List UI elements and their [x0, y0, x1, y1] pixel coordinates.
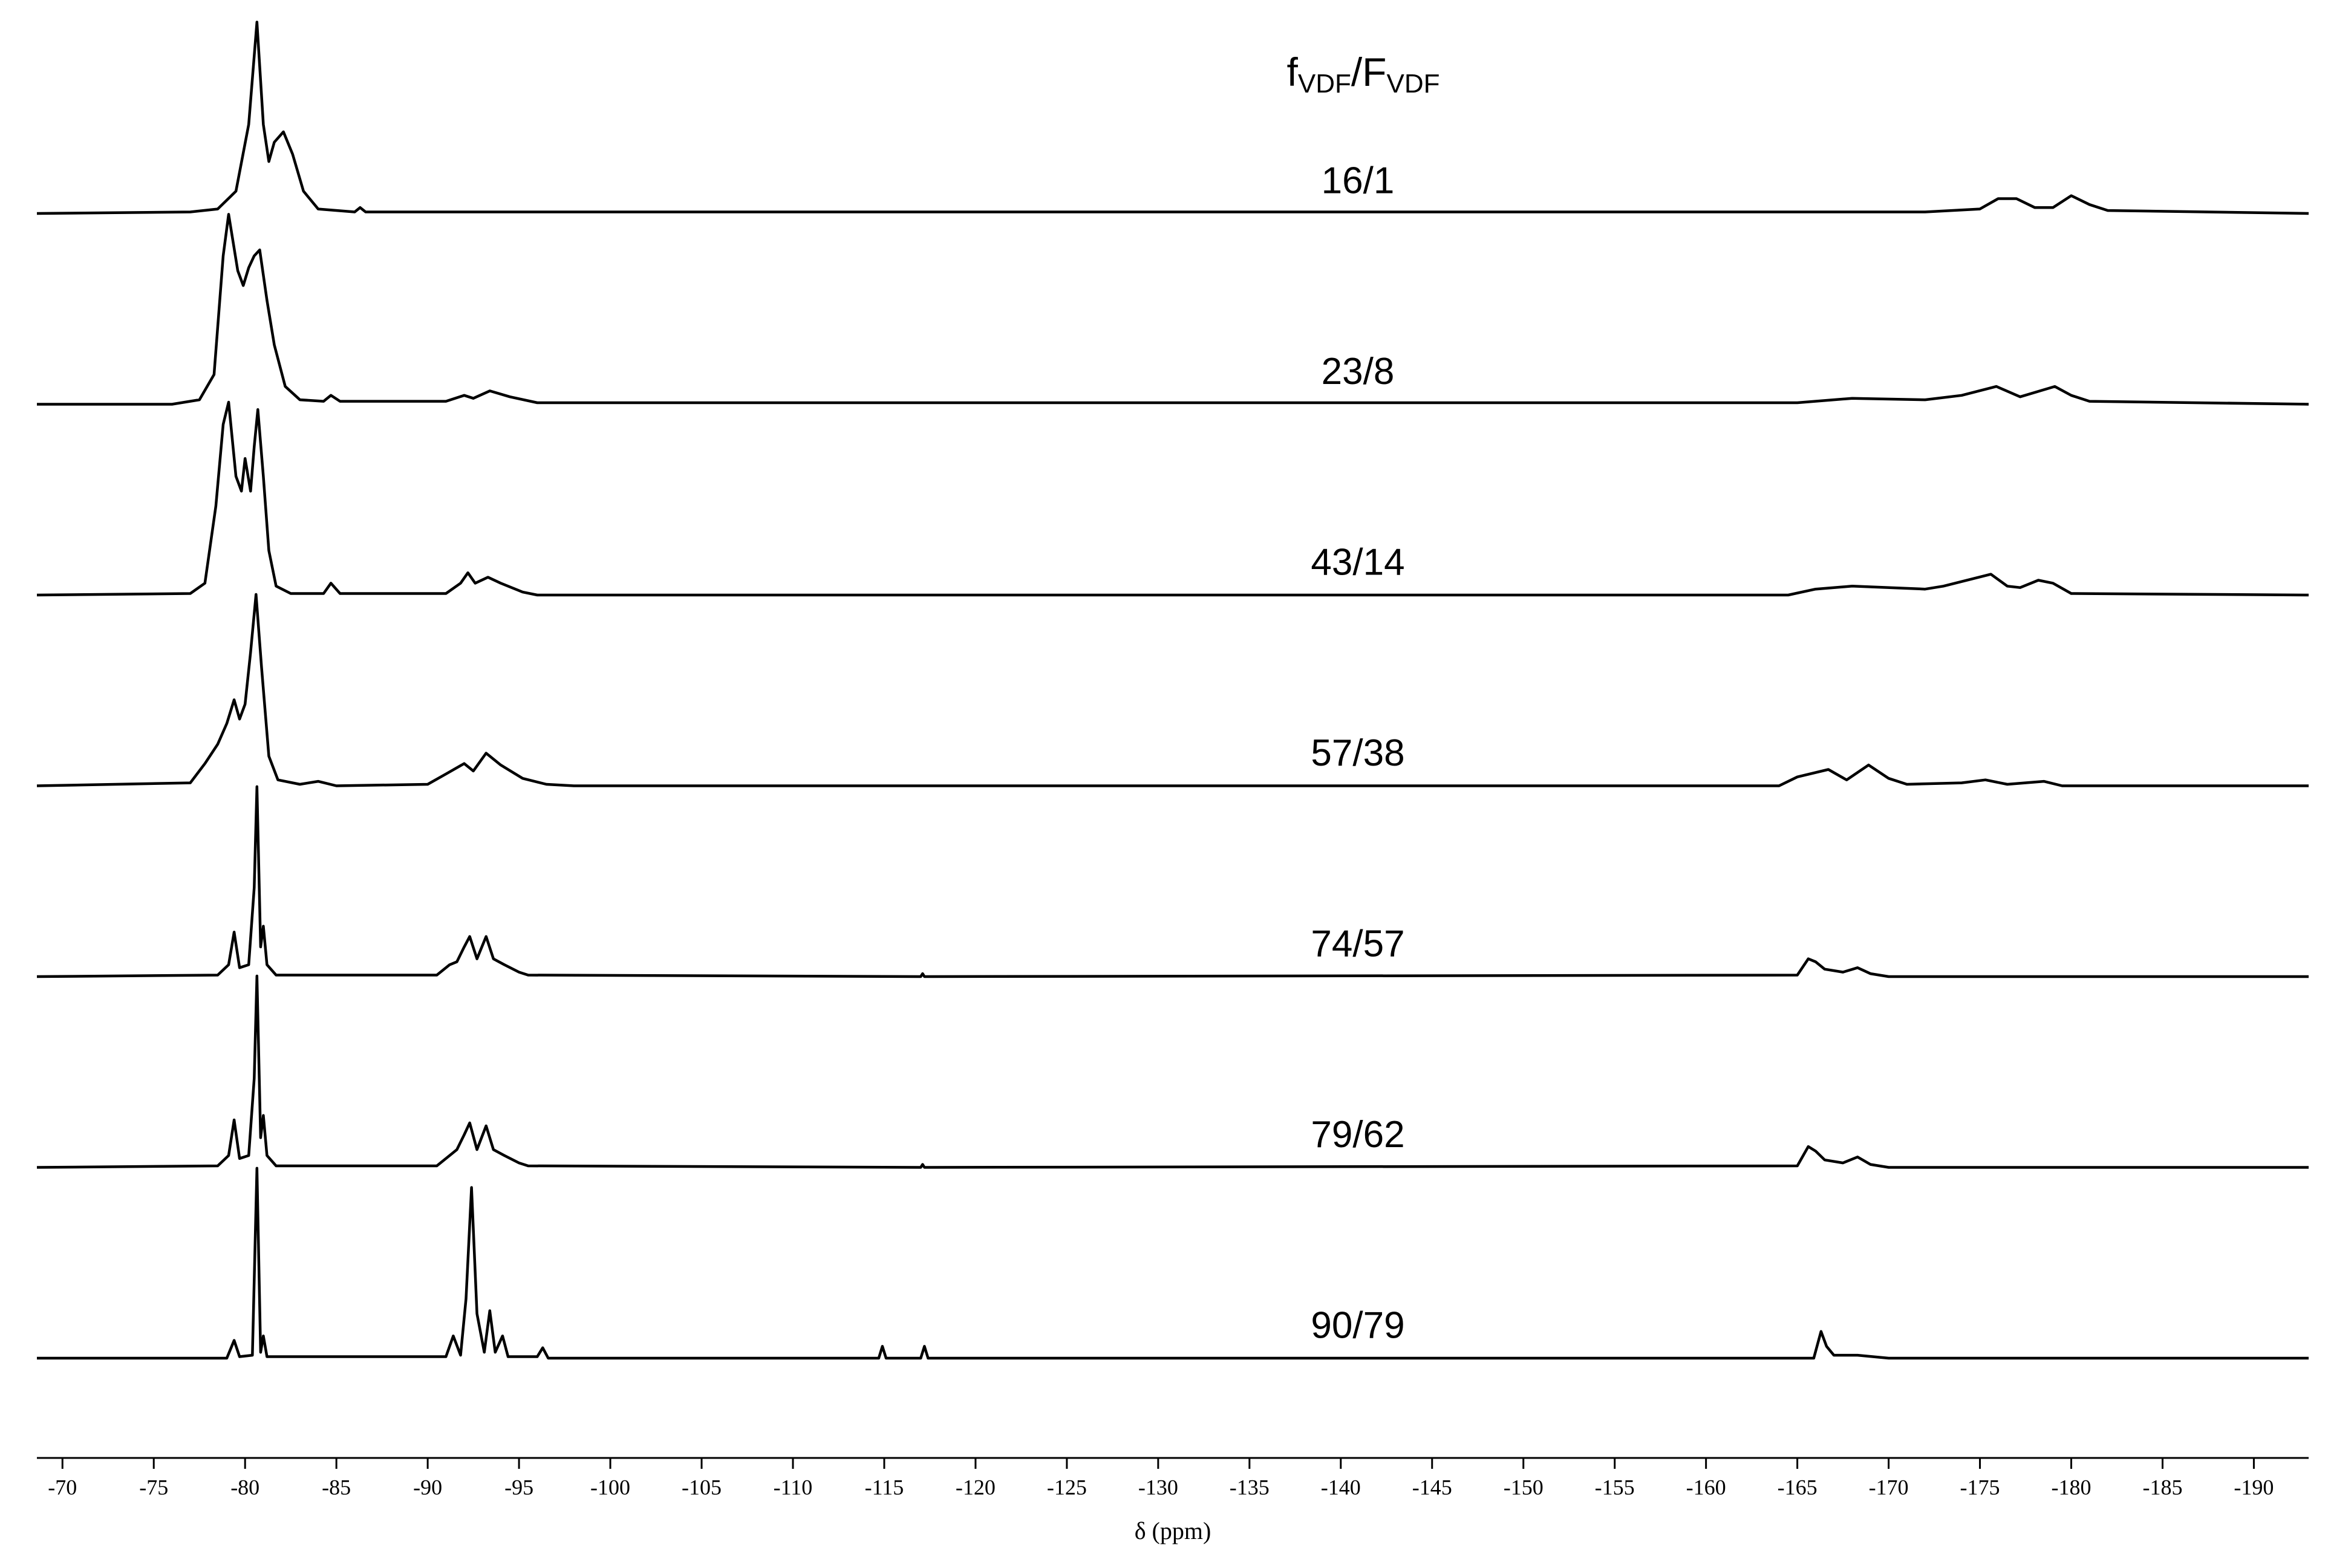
x-tick-label: -185: [2142, 1475, 2182, 1499]
title-part: /F: [1351, 50, 1387, 94]
x-axis-label: δ (ppm): [1135, 1517, 1211, 1544]
x-tick-label: -155: [1595, 1475, 1635, 1499]
series-label: 43/14: [1311, 541, 1404, 583]
x-tick-label: -190: [2234, 1475, 2274, 1499]
spectrum: [36, 21, 2309, 215]
x-tick-label: -165: [1778, 1475, 1818, 1499]
x-tick-label: -145: [1412, 1475, 1452, 1499]
x-tick-label: -70: [48, 1475, 77, 1499]
x-tick-label: -80: [230, 1475, 259, 1499]
x-tick-label: -85: [322, 1475, 351, 1499]
title-part: f: [1287, 50, 1299, 94]
series-label: 74/57: [1311, 923, 1404, 965]
x-tick-label: -135: [1230, 1475, 1270, 1499]
series-label: 16/1: [1322, 160, 1395, 201]
x-tick-label: -140: [1321, 1475, 1361, 1499]
x-tick-label: -95: [504, 1475, 533, 1499]
series-label: 79/62: [1311, 1114, 1404, 1156]
spectrum: [36, 400, 2309, 597]
x-tick-label: -175: [1960, 1475, 2000, 1499]
x-tick-label: -100: [590, 1475, 630, 1499]
spectrum: [36, 593, 2309, 787]
x-tick-label: -90: [413, 1475, 442, 1499]
x-tick-label: -130: [1138, 1475, 1178, 1499]
x-tick-label: -120: [956, 1475, 996, 1499]
title-sub: VDF: [1387, 69, 1440, 99]
x-tick-label: -105: [682, 1475, 722, 1499]
x-tick-label: -170: [1869, 1475, 1909, 1499]
x-tick-label: -110: [774, 1475, 813, 1499]
spectrum: [37, 213, 2309, 406]
series-label: 57/38: [1311, 732, 1404, 774]
x-tick-label: -180: [2051, 1475, 2091, 1499]
x-tick-label: -115: [865, 1475, 904, 1499]
x-tick-label: -150: [1504, 1475, 1544, 1499]
series-label: 90/79: [1311, 1304, 1404, 1346]
chart-title: fVDF/FVDF: [1287, 50, 1440, 98]
spectrum: [36, 974, 2309, 1169]
spectrum: [36, 785, 2309, 978]
x-tick-label: -160: [1686, 1475, 1726, 1499]
x-tick-label: -75: [139, 1475, 168, 1499]
spectrum: [37, 1166, 2309, 1360]
x-tick-label: -125: [1047, 1475, 1087, 1499]
series-label: 23/8: [1322, 351, 1395, 392]
title-sub: VDF: [1298, 69, 1351, 99]
